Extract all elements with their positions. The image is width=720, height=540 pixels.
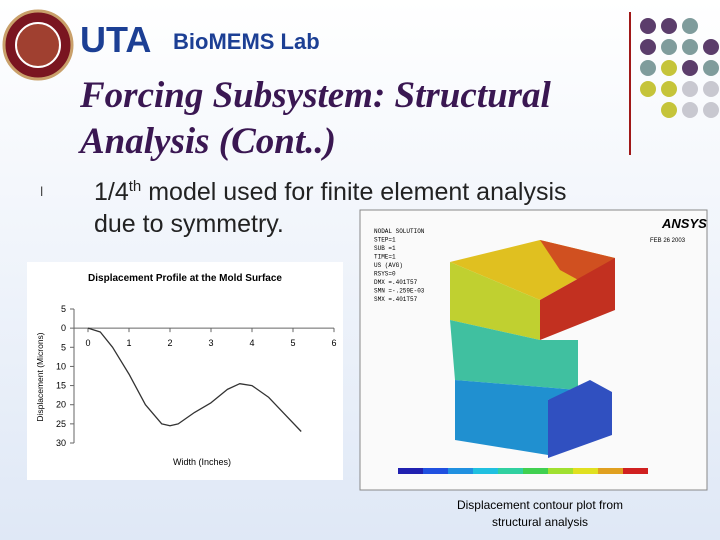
y-tick-label: 15: [56, 381, 66, 391]
info-line: DMX =.401T57: [374, 279, 418, 286]
dot: [703, 81, 719, 97]
dot: [661, 39, 677, 55]
x-tick-label: 2: [167, 338, 172, 348]
chart-title: Displacement Profile at the Mold Surface: [88, 273, 282, 284]
info-line: SMX =.401T57: [374, 296, 418, 303]
text: model used for finite element analysis: [141, 178, 566, 206]
color-bar: [398, 468, 648, 474]
shape: [450, 262, 540, 340]
swatch: [423, 468, 448, 474]
dot: [682, 81, 698, 97]
chart-panel: [27, 262, 343, 480]
chart: 5 0 5 10 15 20 25 30 0 1 2 3 4 5 6: [56, 304, 337, 448]
info-line: RSYS=0: [374, 271, 396, 278]
info-line: US (AVG): [374, 262, 403, 269]
swatch: [548, 468, 573, 474]
swatch: [573, 468, 598, 474]
dot: [682, 60, 698, 76]
dot: [661, 18, 677, 34]
ansys-logo: ANSYS: [661, 216, 707, 231]
info-line: STEP=1: [374, 237, 396, 244]
swatch: [398, 468, 423, 474]
bullet-text: due to symmetry.: [94, 210, 284, 238]
y-tick-label: 10: [56, 361, 66, 371]
x-tick-label: 6: [331, 338, 336, 348]
y-tick-label: 5: [61, 304, 66, 314]
date: FEB 26 2003: [650, 238, 686, 244]
lab-name: BioMEMS Lab: [173, 29, 320, 54]
caption: Displacement contour plot from: [457, 498, 623, 512]
y-tick-label: 0: [61, 323, 66, 333]
x-tick-label: 4: [249, 338, 254, 348]
title-line: Forcing Subsystem: Structural: [79, 75, 552, 116]
info-line: NODAL SOLUTION: [374, 228, 425, 235]
dot: [703, 60, 719, 76]
swatch: [598, 468, 623, 474]
x-tick-label: 1: [126, 338, 131, 348]
y-tick-label: 30: [56, 438, 66, 448]
info-line: SUB =1: [374, 245, 396, 252]
swatch: [498, 468, 523, 474]
dot: [661, 81, 677, 97]
text: 1/4: [94, 178, 129, 206]
info-line: TIME=1: [374, 254, 396, 261]
swatch: [473, 468, 498, 474]
dot: [640, 18, 656, 34]
bullet-text: 1/4th model used for finite element anal…: [94, 178, 567, 206]
y-axis-label: Displacement (Microns): [35, 332, 45, 421]
dot: [682, 18, 698, 34]
y-tick-label: 20: [56, 400, 66, 410]
dot: [640, 81, 656, 97]
decor-dots: [640, 18, 719, 118]
sup: th: [129, 178, 142, 195]
dot: [703, 102, 719, 118]
dot: [661, 102, 677, 118]
dot: [682, 102, 698, 118]
bullet-marker: l: [40, 185, 43, 199]
dot: [661, 60, 677, 76]
shape: [548, 380, 612, 458]
data-line: [87, 327, 302, 432]
dot: [640, 39, 656, 55]
swatch: [523, 468, 548, 474]
y-tick-label: 25: [56, 419, 66, 429]
shape: [540, 258, 615, 340]
shape: [450, 320, 578, 390]
caption: structural analysis: [492, 515, 588, 529]
shape: [455, 380, 578, 455]
x-axis-label: Width (Inches): [173, 457, 231, 467]
info-line: SMN =-.259E-03: [374, 288, 425, 295]
dot: [682, 39, 698, 55]
seal-inner: [15, 22, 61, 68]
uta-logo: UTA: [80, 19, 151, 60]
dot: [640, 60, 656, 76]
x-tick-label: 0: [85, 338, 90, 348]
swatch: [448, 468, 473, 474]
y-tick-label: 5: [61, 342, 66, 352]
title-line: Analysis (Cont..): [78, 121, 336, 162]
swatch: [623, 468, 648, 474]
x-tick-label: 5: [290, 338, 295, 348]
dot: [703, 39, 719, 55]
x-tick-label: 3: [208, 338, 213, 348]
